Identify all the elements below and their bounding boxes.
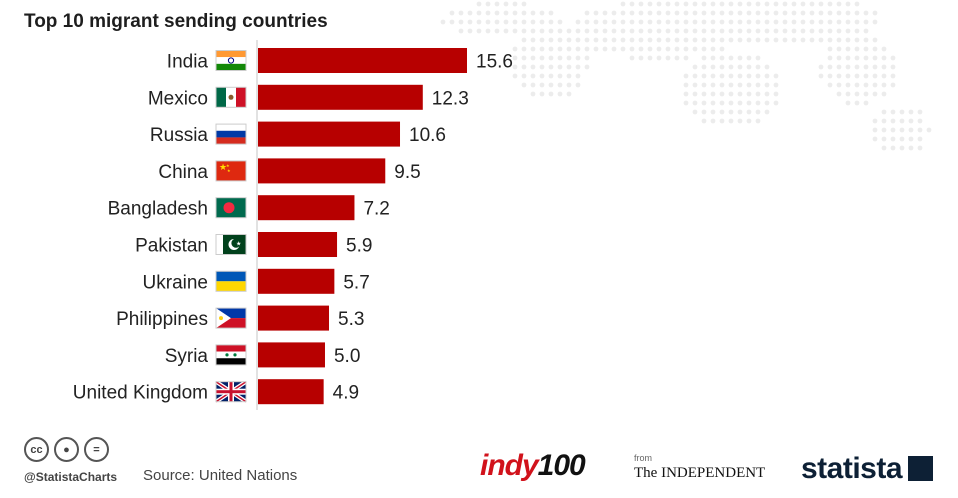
license-icons: cc ● = <box>24 437 109 462</box>
category-label: Syria <box>165 346 209 367</box>
world-map-background <box>440 1 932 151</box>
bar[interactable] <box>258 48 467 73</box>
india-flag-icon <box>215 50 247 71</box>
value-label: 10.6 <box>409 125 446 146</box>
cc-icon: cc <box>24 437 49 462</box>
bar[interactable] <box>258 195 355 221</box>
statista-handle: @StatistaCharts <box>24 470 118 484</box>
bar-row: Ukraine 5.7 <box>143 268 370 294</box>
bar-row: Mexico 12.3 <box>148 84 469 110</box>
bar-row: Syria 5.0 <box>165 342 360 368</box>
value-label: 12.3 <box>432 88 469 109</box>
china-flag-icon: ★★★ <box>215 160 247 182</box>
value-label: 5.9 <box>346 236 372 257</box>
value-label: 4.9 <box>333 383 359 404</box>
statista-logo[interactable]: statista <box>801 452 903 485</box>
value-label: 5.3 <box>338 309 364 330</box>
bar-row: Pakistan ★ 5.9 <box>135 232 372 257</box>
svg-text:★: ★ <box>236 241 241 248</box>
category-label: China <box>158 162 208 183</box>
bar[interactable] <box>258 121 401 147</box>
bar[interactable] <box>258 268 335 294</box>
bar[interactable] <box>258 84 423 110</box>
syria-flag-icon <box>215 344 247 366</box>
bangladesh-flag-icon <box>215 197 247 219</box>
pakistan-flag-icon: ★ <box>215 234 247 255</box>
ukraine-flag-icon <box>215 270 247 292</box>
independent-logo[interactable]: The INDEPENDENT <box>634 465 766 481</box>
category-label: Ukraine <box>143 272 208 293</box>
bar[interactable] <box>258 232 338 257</box>
category-label: Philippines <box>116 309 208 330</box>
bar-row: United Kingdom 4.9 <box>73 379 359 405</box>
no-derivatives-icon: = <box>84 437 109 462</box>
value-label: 5.0 <box>334 346 360 367</box>
bar[interactable] <box>258 158 386 184</box>
bar-row: Bangladesh 7.2 <box>108 195 390 221</box>
svg-text:★: ★ <box>226 163 230 168</box>
category-label: Bangladesh <box>108 199 208 220</box>
from-label: from <box>634 453 652 463</box>
category-label: Pakistan <box>135 236 208 257</box>
value-label: 9.5 <box>394 162 420 183</box>
category-label: Mexico <box>148 88 208 109</box>
chart-title: Top 10 migrant sending countries <box>24 11 328 32</box>
value-label: 15.6 <box>476 52 513 73</box>
bar-row: Philippines 5.3 <box>116 305 364 331</box>
value-label: 7.2 <box>363 199 389 220</box>
value-label: 5.7 <box>343 272 369 293</box>
indy100-logo[interactable]: indy100 <box>480 449 586 482</box>
russia-flag-icon <box>215 123 247 145</box>
category-label: India <box>167 52 209 73</box>
svg-text:★: ★ <box>227 168 231 173</box>
bar[interactable] <box>258 342 325 368</box>
bar[interactable] <box>258 379 324 405</box>
bar-row: Russia 10.6 <box>150 121 446 147</box>
svg-text:★: ★ <box>219 162 227 172</box>
bar[interactable] <box>258 305 330 331</box>
mexico-flag-icon <box>215 86 247 108</box>
attribution-icon: ● <box>54 437 79 462</box>
category-label: Russia <box>150 125 209 146</box>
philippines-flag-icon <box>215 307 247 329</box>
uk-flag-icon <box>214 380 248 404</box>
bar-row: China ★★★ 9.5 <box>158 158 421 184</box>
category-label: United Kingdom <box>73 383 208 404</box>
bar-row: India 15.6 <box>167 48 513 73</box>
statista-logo-icon[interactable] <box>908 456 933 481</box>
source-note: Source: United Nations <box>143 467 298 484</box>
